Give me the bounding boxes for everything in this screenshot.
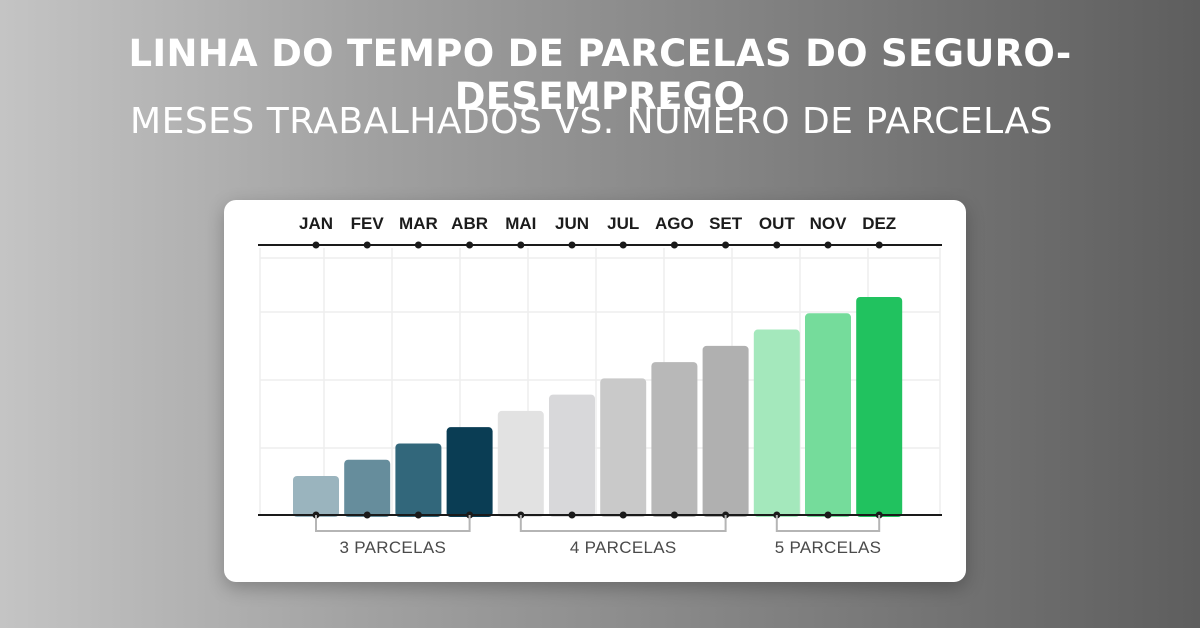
bar-dez [856,297,903,517]
bar-out [753,329,800,517]
month-label-jan: JAN [299,214,333,233]
timeline-dot [363,241,371,249]
month-label-jun: JUN [555,214,589,233]
bar-set [702,345,749,517]
timeline-dot [312,241,320,249]
timeline-dot [619,511,627,519]
month-label-set: SET [709,214,743,233]
timeline-dot [824,511,832,519]
bar-jan [293,476,339,517]
timeline-dot [670,511,678,519]
bar-jun [549,394,595,517]
page-title: LINHA DO TEMPO DE PARCELAS DO SEGURO-DES… [128,32,1072,118]
month-label-fev: FEV [351,214,385,233]
month-label-out: OUT [759,214,796,233]
bar-jul [600,378,647,517]
chart-card: JAN FEV MAR ABR MAI JUN JUL AGO SET OUT NOV DEZ 3 PA… [224,200,966,582]
timeline-dot [363,511,371,519]
month-label-ago: AGO [655,214,694,233]
month-label-mar: MAR [399,214,438,233]
bar-abr [446,427,493,517]
group-bracket [775,515,881,532]
bar-mar [395,443,442,517]
month-label-mai: MAI [505,214,536,233]
bar-nov [805,313,851,517]
timeline-dot [722,241,730,249]
month-label-dez: DEZ [862,214,896,233]
bar-chart: JAN FEV MAR ABR MAI JUN JUL AGO SET OUT NOV DEZ 3 PA… [258,214,942,557]
month-label-nov: NOV [810,214,848,233]
timeline-dot [875,241,883,249]
group-bracket [315,515,471,532]
group-bracket [519,515,727,532]
group-label-2: 4 PARCELAS [570,538,677,557]
timeline-dot [517,241,525,249]
timeline-dot [670,241,678,249]
group-label-1: 3 PARCELAS [339,538,446,557]
timeline-dot [773,241,781,249]
timeline-dot [824,241,832,249]
timeline-dot [414,241,422,249]
month-label-abr: ABR [451,214,488,233]
bar-fev [344,459,391,517]
month-label-jul: JUL [607,214,639,233]
bar-mai [497,410,544,517]
timeline-dot [619,241,627,249]
timeline-dot [414,511,422,519]
group-label-3: 5 PARCELAS [775,538,882,557]
page-subtitle: MESES TRABALHADOS VS. NÚMERO DE PARCELAS [130,101,1053,142]
timeline-dot [466,241,474,249]
bar-ago [651,362,698,517]
timeline-dot [568,511,576,519]
timeline-dot [568,241,576,249]
